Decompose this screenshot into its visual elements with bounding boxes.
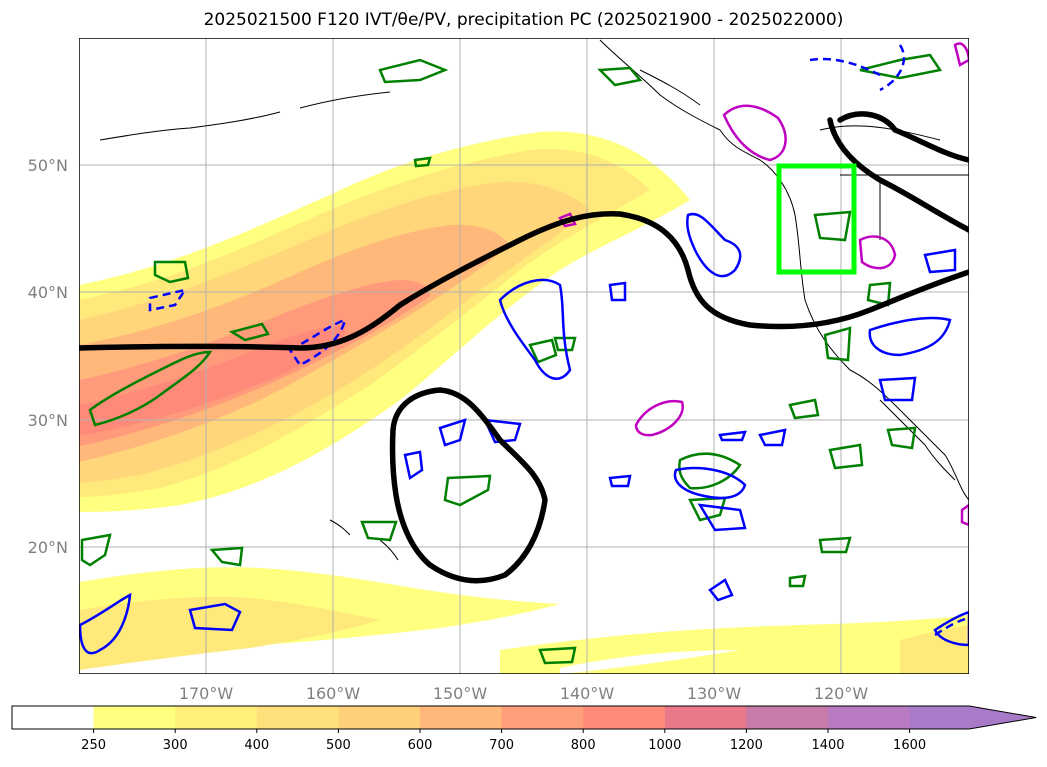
colorbar-segment <box>12 706 95 729</box>
lon-label: 170°W <box>179 684 234 703</box>
colorbar: 250 300 400 500 600 700 800 1000 1200 1400 1600 <box>11 705 1037 753</box>
ivt-shading <box>79 131 969 674</box>
colorbar-segment <box>420 706 503 729</box>
colorbar-segment <box>828 706 911 729</box>
lon-label: 150°W <box>433 684 488 703</box>
lat-label: 40°N <box>28 283 68 302</box>
lat-label: 30°N <box>28 411 68 430</box>
colorbar-segment <box>175 706 258 729</box>
colorbar-tick-label: 250 <box>81 738 106 753</box>
colorbar-segment <box>746 706 829 729</box>
lon-label: 120°W <box>814 684 869 703</box>
colorbar-tick-label: 300 <box>163 738 188 753</box>
theta-e-contours <box>79 111 969 584</box>
colorbar-tick-label: 1400 <box>811 738 844 753</box>
colorbar-segment <box>583 706 666 729</box>
colorbar-tick-label: 700 <box>489 738 514 753</box>
lat-label: 50°N <box>28 156 68 175</box>
pv-negative-contours <box>79 212 969 655</box>
colorbar-tick-label: 400 <box>244 738 269 753</box>
colorbar-segment <box>501 706 584 729</box>
pv-negative-dashed <box>148 44 969 637</box>
colorbar-tick-label: 1000 <box>648 738 681 753</box>
colorbar-tick-label: 1600 <box>893 738 926 753</box>
map-axis-labels: 50°N 40°N 30°N 20°N 170°W 160°W 150°W 14… <box>28 156 869 703</box>
pv-positive-contours <box>80 53 943 665</box>
colorbar-tick-label: 1200 <box>730 738 763 753</box>
colorbar-segment <box>256 706 339 729</box>
colorbar-segment <box>93 706 176 729</box>
precip-contours <box>558 42 969 527</box>
map-plot-area <box>79 38 969 674</box>
colorbar-outline <box>11 705 1037 730</box>
highlight-box <box>776 163 857 275</box>
lon-label: 130°W <box>687 684 742 703</box>
colorbar-segment <box>338 706 421 729</box>
colorbar-tick-label: 600 <box>408 738 433 753</box>
lat-label: 20°N <box>28 538 68 557</box>
lon-label: 140°W <box>560 684 615 703</box>
lon-label: 160°W <box>306 684 361 703</box>
colorbar-tick-label: 800 <box>571 738 596 753</box>
colorbar-segment <box>909 706 1037 729</box>
colorbar-tick-label: 500 <box>326 738 351 753</box>
map-title: 2025021500 F120 IVT/θe/PV, precipitation… <box>203 10 844 30</box>
colorbar-segment <box>664 706 747 729</box>
